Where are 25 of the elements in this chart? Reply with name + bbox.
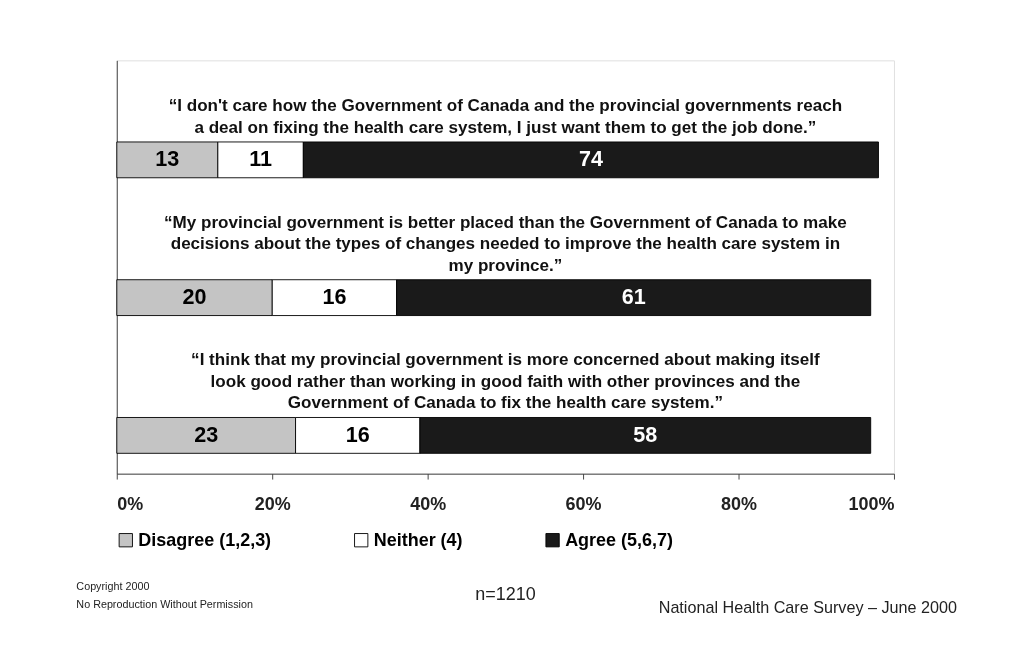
data-label: 13 (155, 146, 180, 172)
data-label: 23 (194, 421, 219, 447)
legend-label: Neither (4) (373, 529, 463, 550)
y-tick-label: “I don't care how the Government of Canada and the provincial governments reach a deal on fixing the health care system, I just want them to get the job done.” (168, 96, 843, 137)
x-tick-label: 40% (410, 494, 447, 515)
data-label: 11 (249, 146, 272, 172)
y-tick-label: “My provincial government is better placed than the Government of Canada to make decisions about the types of changes needed to improve the health care system in my province.” (164, 212, 847, 275)
x-tick-label: 0% (117, 494, 144, 515)
legend-label: Disagree (1,2,3) (138, 529, 272, 550)
y-tick-label: “I think that my provincial government is more concerned about making itself look good rather than working in good faith with other provinces and the Government of Canada to fix the health care system.” (191, 350, 821, 413)
data-label: 16 (345, 421, 370, 447)
data-label: 61 (621, 283, 646, 309)
data-label: 20 (182, 283, 207, 309)
data-label: 58 (633, 421, 658, 447)
text: National Health Care Survey – June 2000 (658, 597, 957, 616)
x-tick-label: 20% (254, 494, 291, 515)
x-tick-label: 80% (721, 494, 758, 515)
x-tick-label: 60% (565, 494, 602, 515)
data-label: 74 (578, 146, 603, 172)
text: Copyright 2000 (76, 579, 150, 592)
text: n=1210 (475, 584, 536, 605)
legend-label: Agree (5,6,7) (565, 529, 673, 550)
text: No Reproduction Without Permission (76, 597, 253, 610)
x-tick-label: 100% (848, 494, 895, 515)
data-label: 16 (322, 283, 347, 309)
